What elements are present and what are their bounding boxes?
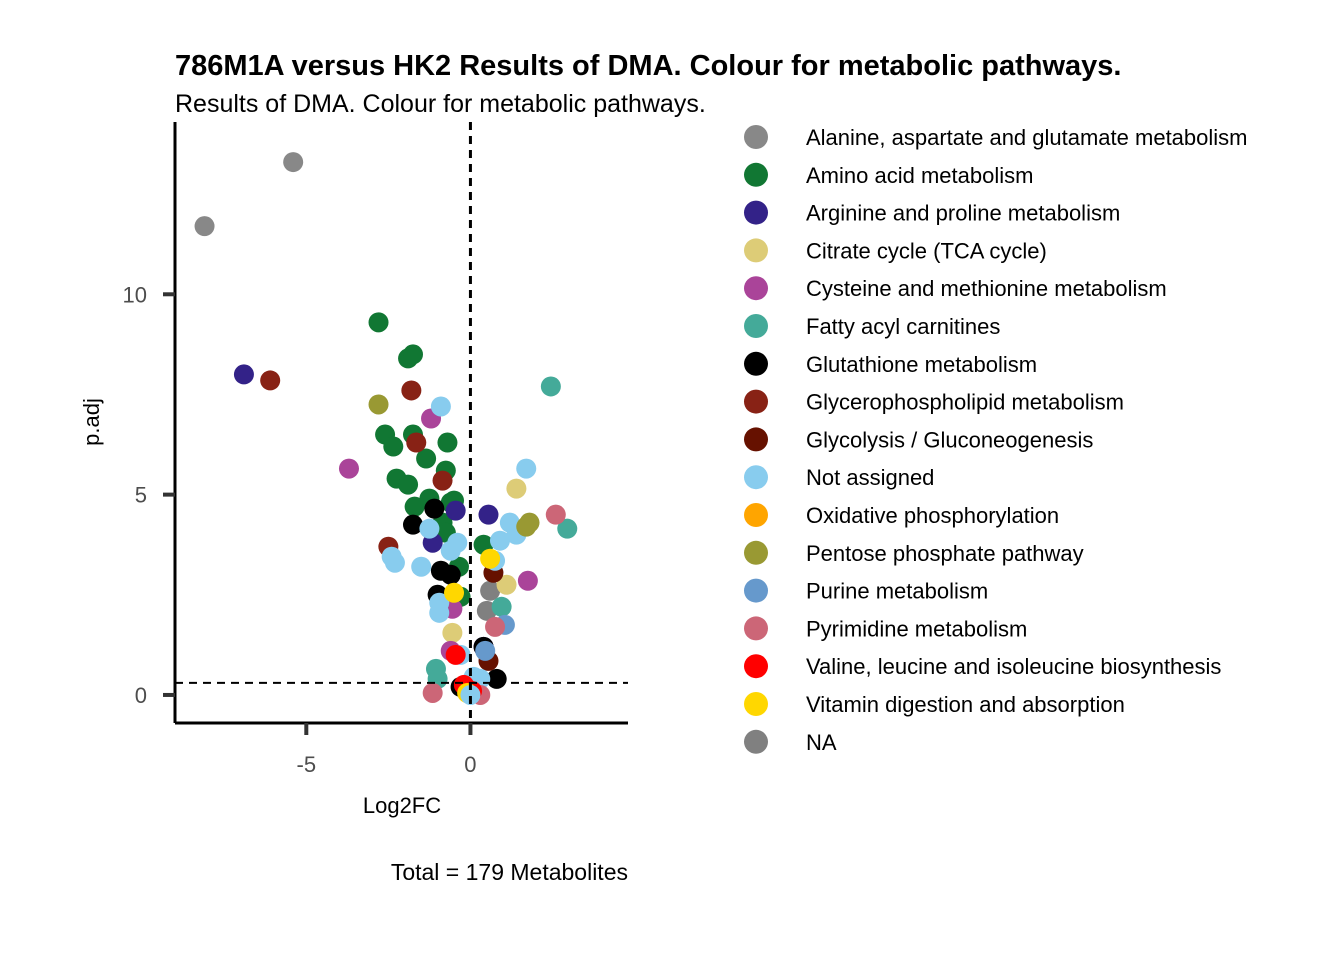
points-layer [194,152,578,705]
legend-label: Valine, leucine and isoleucine biosynthe… [806,654,1221,679]
data-point [491,596,512,617]
legend-swatch [744,578,768,603]
y-tick-label: 5 [135,483,147,508]
data-point [506,478,527,499]
legend-swatch [744,692,768,716]
legend-label: Glutathione metabolism [806,352,1037,377]
legend: Alanine, aspartate and glutamate metabol… [744,125,1247,755]
data-point [445,500,466,521]
legend-label: Fatty acyl carnitines [806,314,1000,339]
legend-label: Arginine and proline metabolism [806,201,1120,226]
data-point [402,514,423,535]
legend-label: Vitamin digestion and absorption [806,692,1125,717]
data-point [406,432,427,453]
x-ticks: -5 0 [297,723,477,777]
legend-swatch [744,729,768,754]
legend-label: Glycolysis / Gluconeogenesis [806,427,1093,452]
legend-label: Alanine, aspartate and glutamate metabol… [806,125,1247,150]
legend-swatch [744,503,768,527]
y-ticks: 0 5 10 [123,282,175,708]
data-point [401,380,422,401]
data-point [480,580,501,601]
data-point [480,548,501,569]
legend-label: Purine metabolism [806,579,988,604]
x-tick-label: -5 [297,752,317,777]
data-point [430,396,451,417]
legend-swatch [744,238,768,263]
legend-swatch [744,162,768,187]
data-point [516,516,537,537]
data-point [437,432,458,453]
data-point [460,684,481,705]
y-tick-label: 10 [123,282,147,307]
legend-swatch [744,465,768,490]
data-point [402,344,423,365]
legend-label: Cysteine and methionine metabolism [806,276,1167,301]
data-point [478,504,499,525]
legend-swatch [744,427,768,452]
y-tick-label: 0 [135,683,147,708]
legend-label: Oxidative phosphorylation [806,503,1059,528]
legend-swatch [744,314,768,338]
data-point [404,496,425,517]
legend-label: Glycerophospholipid metabolism [806,390,1124,415]
chart-title: 786M1A versus HK2 Results of DMA. Colour… [175,50,1121,82]
data-point [516,458,537,479]
y-axis-title: p.adj [79,398,104,446]
legend-swatch [744,540,768,565]
data-point [416,448,437,469]
data-point [260,370,281,391]
data-point [422,682,443,703]
data-point [368,312,389,333]
data-point [444,582,465,603]
legend-label: Not assigned [806,465,934,490]
legend-swatch [744,616,768,641]
data-point [398,474,419,495]
legend-swatch [744,200,768,225]
legend-label: Pyrimidine metabolism [806,616,1027,641]
data-point [419,518,440,539]
data-point [496,574,517,595]
data-point [283,152,304,173]
data-point [517,570,538,591]
data-point [432,470,453,491]
legend-label: Amino acid metabolism [806,163,1033,188]
legend-label: Citrate cycle (TCA cycle) [806,238,1047,263]
legend-swatch [744,351,768,376]
legend-swatch [744,276,768,301]
data-point [411,556,432,577]
data-point [383,436,404,457]
data-point [557,518,578,539]
data-point [429,602,450,623]
data-point [545,504,566,525]
legend-swatch [744,389,768,414]
data-point [485,616,506,637]
chart-subtitle: Results of DMA. Colour for metabolic pat… [175,90,706,118]
data-point [384,552,405,573]
data-point [447,532,468,553]
data-point [424,498,445,519]
data-point [445,644,466,665]
data-point [475,640,496,661]
data-point [440,564,461,585]
data-point [489,530,510,551]
data-point [194,216,215,237]
legend-swatch [744,654,768,679]
x-tick-label: 0 [464,752,476,777]
legend-label: Pentose phosphate pathway [806,541,1084,566]
x-axis-title: Log2FC [363,793,441,818]
chart-caption: Total = 179 Metabolites [391,859,628,885]
data-point [540,376,561,397]
legend-label: NA [806,730,837,755]
legend-swatch [744,125,768,149]
data-point [233,364,254,385]
data-point [368,394,389,415]
data-point [338,458,359,479]
data-point [442,622,463,643]
